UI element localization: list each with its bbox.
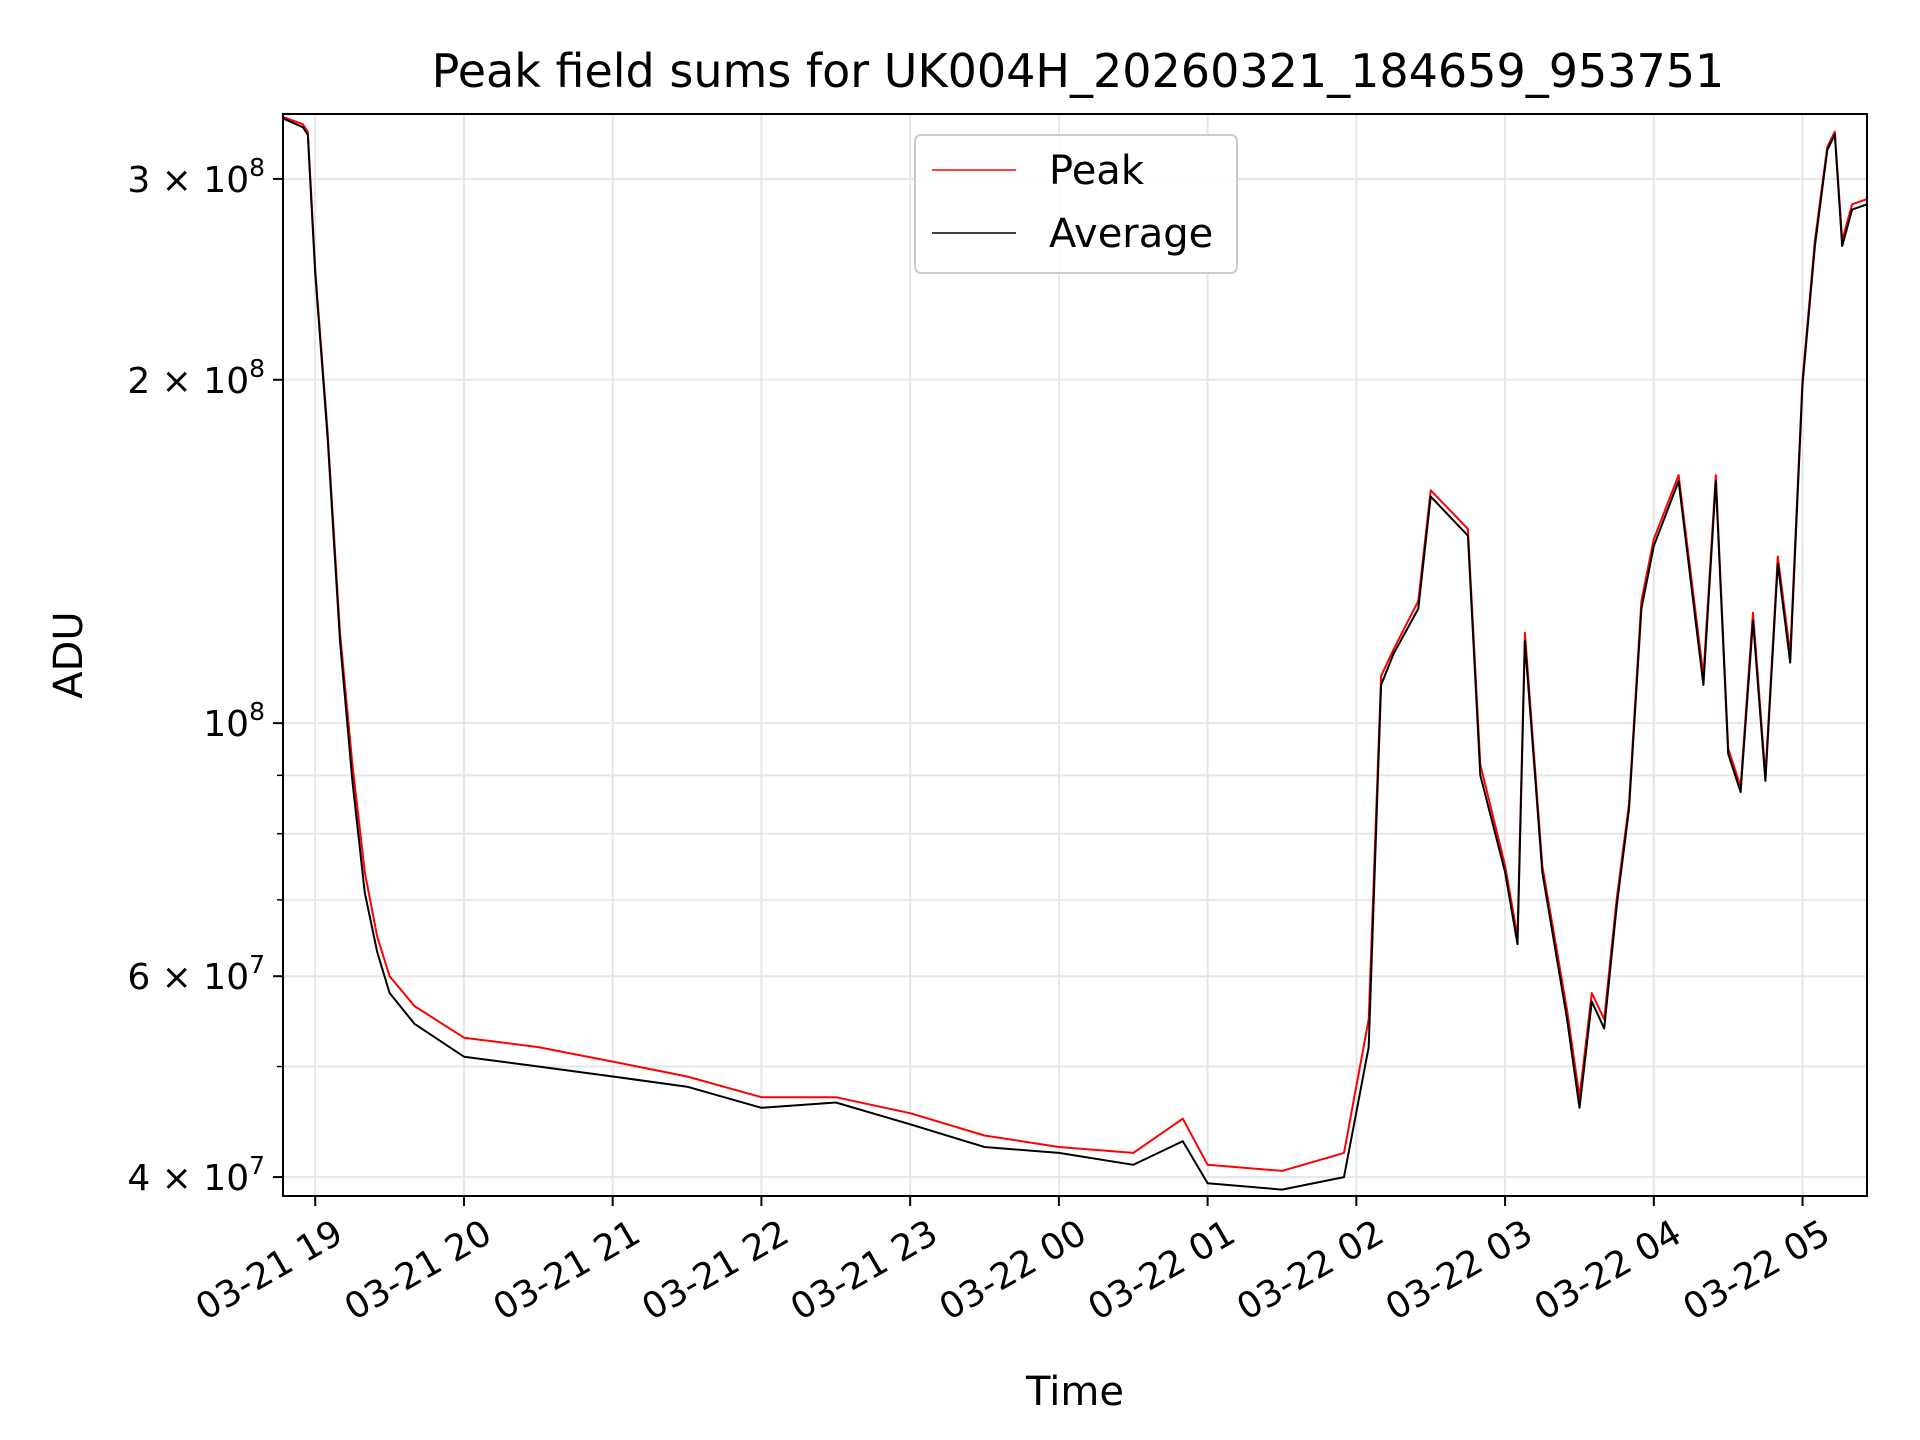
x-axis-label: Time (1025, 1369, 1124, 1415)
chart-title: Peak field sums for UK004H_20260321_1846… (432, 44, 1725, 98)
y-tick-label: 3 × 108 (127, 153, 265, 201)
y-tick-label: 2 × 108 (127, 354, 265, 402)
plot-frame (282, 113, 1868, 1197)
y-tick-label: 6 × 107 (127, 950, 265, 998)
y-axis: 4 × 107 6 × 107 108 2 × 108 3 × 108 (127, 153, 283, 1199)
y-axis-label: ADU (46, 611, 92, 698)
series-layer (282, 115, 1868, 1191)
legend-label-peak: Peak (1049, 148, 1145, 194)
series-line-average (282, 117, 1868, 1191)
legend-label-average: Average (1049, 211, 1213, 257)
grid (283, 114, 1867, 1196)
y-tick-label: 4 × 107 (127, 1151, 265, 1199)
y-tick-label: 108 (203, 697, 265, 745)
legend: Peak Average (914, 134, 1238, 274)
